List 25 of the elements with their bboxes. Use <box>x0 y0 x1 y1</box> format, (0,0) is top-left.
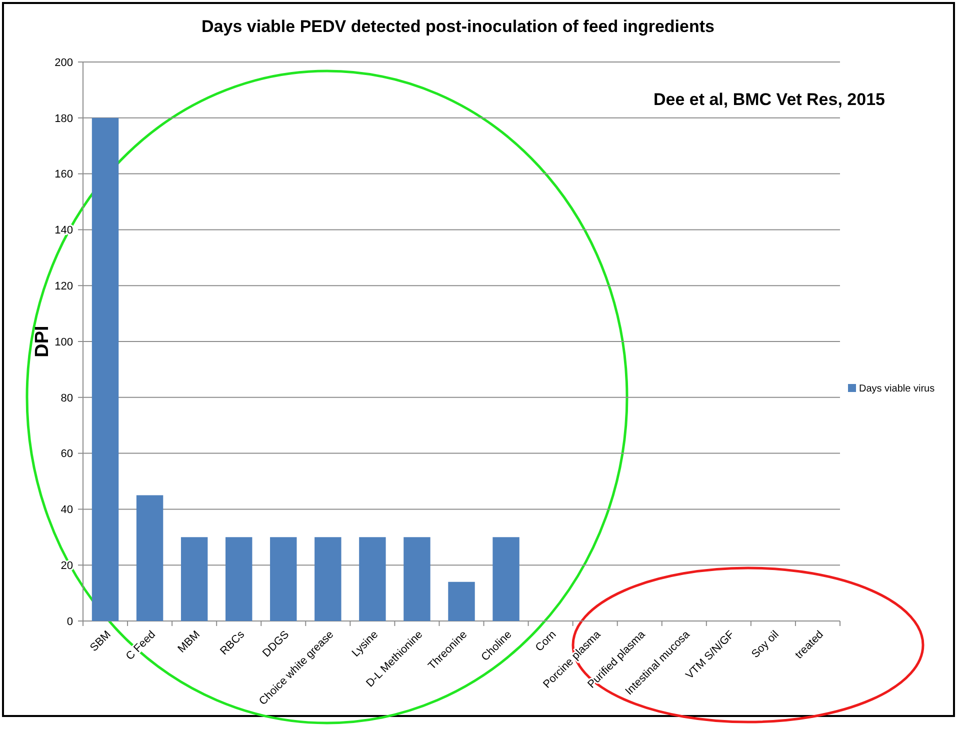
bar <box>92 118 119 621</box>
x-tick-label: Corn <box>533 628 559 654</box>
bar <box>404 537 430 621</box>
bar <box>136 495 164 621</box>
bar <box>314 537 342 621</box>
y-tick-label: 100 <box>54 336 73 348</box>
legend-label: Days viable virus <box>859 384 935 394</box>
bar <box>225 537 252 621</box>
y-tick-label: 120 <box>54 280 73 292</box>
y-tick-label: 60 <box>60 448 73 460</box>
y-tick-label: 200 <box>54 56 73 69</box>
annotation: Dee et al, BMC Vet Res, 2015 <box>653 90 885 109</box>
bar <box>359 537 386 621</box>
y-axis-title: DPI <box>32 326 53 358</box>
y-tick-label: 80 <box>60 392 73 404</box>
bar <box>270 537 297 621</box>
chart-title: Days viable PEDV detected post-inoculation of feed ingredients <box>202 17 714 36</box>
bar <box>492 537 520 621</box>
y-tick-label: 0 <box>66 616 73 628</box>
bar <box>448 582 475 621</box>
y-tick-label: 40 <box>60 504 73 516</box>
y-tick-label: 180 <box>54 112 73 125</box>
bar <box>180 537 208 621</box>
y-tick-label: 160 <box>54 168 73 181</box>
x-tick-label: Soy oil <box>749 628 782 660</box>
